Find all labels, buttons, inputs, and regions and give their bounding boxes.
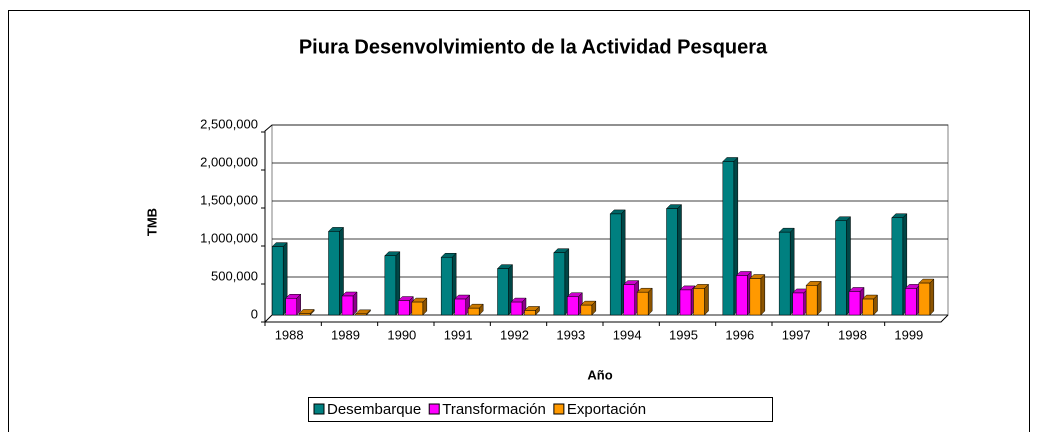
x-tick-label: 1998 — [838, 327, 867, 342]
y-tick-label: 500,000 — [211, 268, 258, 283]
x-tick-label: 1990 — [387, 327, 416, 342]
bar — [298, 313, 311, 316]
bar — [736, 275, 748, 316]
bar — [411, 301, 424, 316]
bar-side — [816, 280, 822, 316]
bar-side — [647, 287, 653, 316]
bar — [792, 292, 804, 316]
bar — [567, 296, 579, 316]
bar — [722, 161, 735, 316]
x-axis-label: Año — [587, 367, 612, 382]
bar — [848, 291, 861, 316]
x-tick-label: 1988 — [275, 327, 304, 342]
legend-label: Exportación — [567, 401, 646, 418]
x-tick-label: 1997 — [782, 327, 811, 342]
bar — [497, 268, 509, 316]
bar — [524, 310, 536, 316]
bar — [749, 278, 762, 316]
bar — [805, 285, 818, 316]
bar — [693, 288, 705, 316]
bar — [467, 307, 480, 316]
legend-label: Transformación — [442, 401, 546, 418]
x-tick-label: 1996 — [725, 327, 754, 342]
bar — [609, 213, 622, 316]
bar — [553, 252, 566, 316]
bar-side — [929, 278, 935, 316]
bar — [510, 301, 523, 316]
bar — [384, 255, 397, 316]
bar-side — [760, 273, 766, 316]
bar — [398, 300, 410, 316]
y-axis-label: TMB — [144, 208, 159, 236]
bar — [891, 217, 904, 316]
bar — [454, 298, 466, 316]
x-tick-label: 1999 — [894, 327, 923, 342]
legend-label: Desembarque — [327, 401, 421, 418]
bar — [778, 231, 791, 316]
bar — [918, 282, 931, 316]
legend-swatch — [428, 403, 440, 415]
bar — [666, 208, 678, 316]
legend — [308, 397, 773, 422]
x-tick-label: 1994 — [613, 327, 642, 342]
y-tick-label: 1,000,000 — [200, 230, 258, 245]
y-tick-label: 0 — [251, 306, 258, 321]
bar-side — [704, 283, 709, 316]
bar — [271, 246, 284, 316]
bar — [440, 256, 453, 316]
legend-swatch — [553, 403, 565, 415]
bar — [835, 220, 847, 316]
bar — [285, 298, 297, 316]
y-tick-label: 2,500,000 — [200, 116, 258, 131]
bar — [328, 231, 340, 316]
chart-title: Piura Desenvolvimiento de la Actividad P… — [299, 36, 768, 58]
bar — [636, 291, 649, 316]
y-tick-label: 1,500,000 — [200, 192, 258, 207]
legend-swatch — [313, 403, 325, 415]
x-tick-label: 1992 — [500, 327, 529, 342]
bar — [905, 288, 917, 316]
bar — [862, 298, 874, 316]
bar — [341, 295, 354, 316]
bar — [623, 284, 635, 316]
x-tick-label: 1989 — [331, 327, 360, 342]
bar — [580, 304, 593, 316]
bar — [679, 289, 692, 316]
x-tick-label: 1993 — [556, 327, 585, 342]
x-tick-label: 1995 — [669, 327, 698, 342]
y-tick-label: 2,000,000 — [200, 154, 258, 169]
x-tick-label: 1991 — [444, 327, 473, 342]
bar — [355, 313, 367, 316]
